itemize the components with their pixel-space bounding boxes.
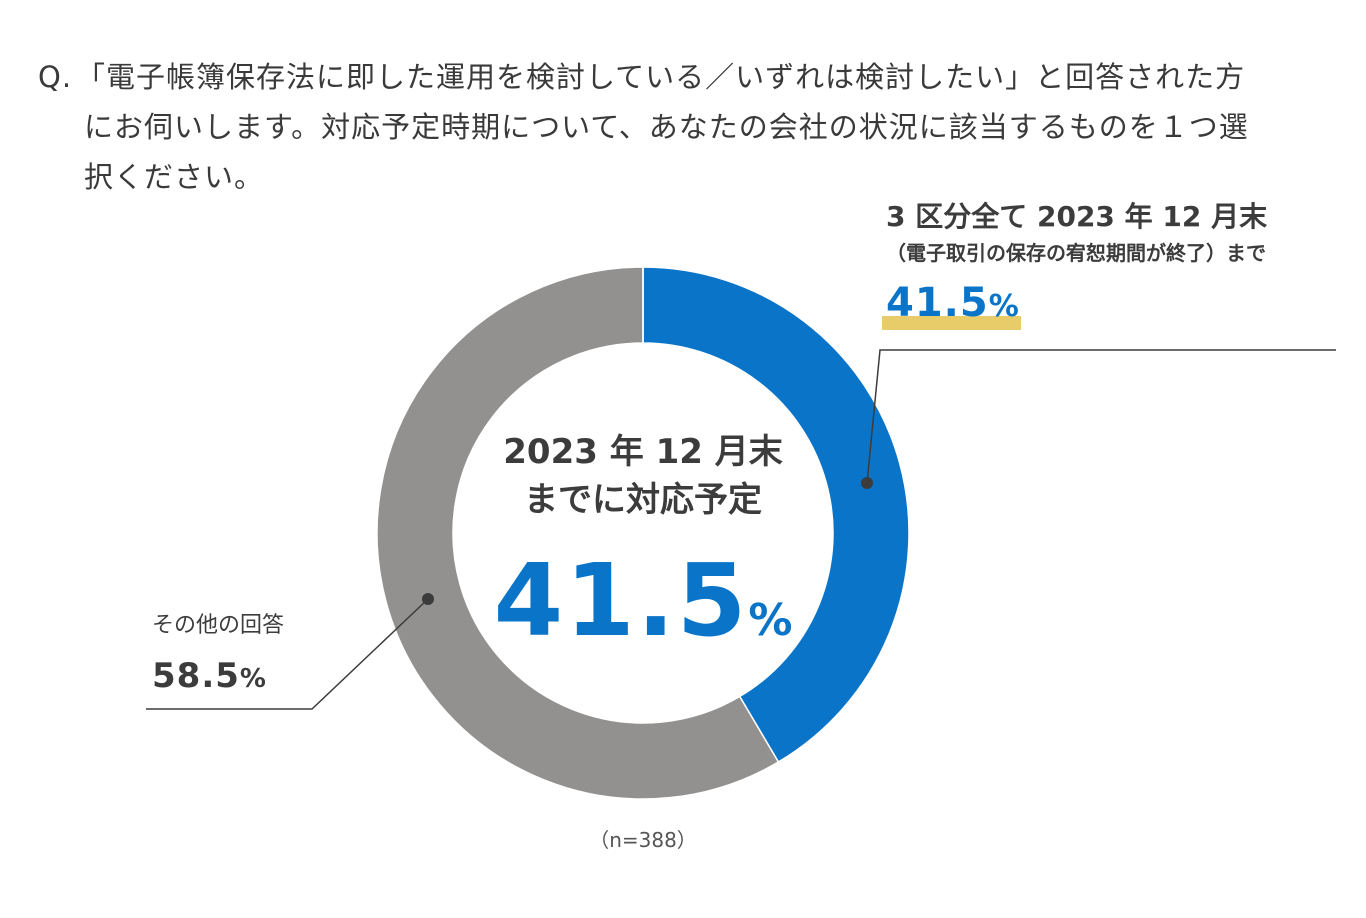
callout-left-unit: % [239,664,267,694]
leader-dot-right [861,477,873,489]
question-line-2: にお伺いします。対応予定時期について、あなたの会社の状況に該当するものを１つ選 [84,110,1249,144]
callout-left-value: 58.5 [152,656,240,696]
question-line-1: 「電子帳簿保存法に即した運用を検討している／いずれは検討したい」と回答された方 [76,60,1246,94]
callout-left-title: その他の回答 [152,613,285,638]
callout-right-highlight [882,316,1021,330]
callout-right: 3 区分全て 2023 年 12 月末 （電子取引の保存の宥恕期間が終了）まで … [882,198,1356,330]
leader-dot-left [422,593,434,605]
leader-line-right [866,349,1336,484]
callout-left: その他の回答 58.5% [152,610,284,696]
center-unit: % [748,595,793,646]
question-text: 「電子帳簿保存法に即した運用を検討している／いずれは検討したい」と回答された方 … [76,52,1338,202]
center-label-line-2: までに対応予定 [524,480,762,520]
center-percentage: 41.5% [494,542,793,659]
sample-size: （n=388） [589,828,697,852]
callout-right-title: 3 区分全て 2023 年 12 月末 [886,200,1268,233]
callout-left-percentage: 58.5% [152,656,284,696]
callout-right-percentage: 41.5% [882,280,1021,330]
callout-right-subtitle: （電子取引の保存の宥恕期間が終了）まで [886,241,1266,265]
slice-target-2023 [642,266,910,763]
slice-other-answers [376,266,780,800]
question-line-3: 択ください。 [84,160,265,194]
question-prefix: Q. [38,60,73,94]
leader-line-left [146,598,429,710]
question: Q. 「電子帳簿保存法に即した運用を検討している／いずれは検討したい」と回答され… [38,52,1338,202]
center-value: 41.5 [493,542,749,659]
callout-right-unit: % [988,289,1019,324]
center-label-line-1: 2023 年 12 月末 [503,432,783,472]
callout-right-value: 41.5 [886,280,989,326]
